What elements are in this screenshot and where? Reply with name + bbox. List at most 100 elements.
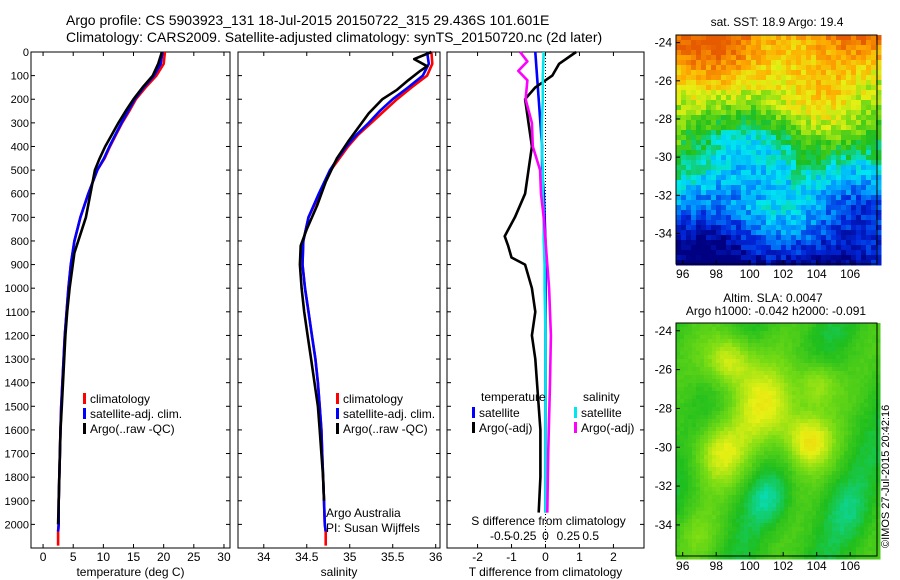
map-cell <box>691 105 697 111</box>
map-cell <box>866 260 872 266</box>
map-cell <box>786 105 792 111</box>
map-cell <box>684 515 689 520</box>
map-cell <box>772 451 777 456</box>
map-cell <box>736 230 742 236</box>
map-cell <box>676 519 681 524</box>
map-cell <box>811 200 817 206</box>
map-cell <box>768 367 773 372</box>
map-cell <box>816 115 822 121</box>
map-cell <box>696 495 701 500</box>
map-cell <box>828 431 833 436</box>
map-cell <box>844 387 849 392</box>
map-cell <box>784 527 789 532</box>
map-cell <box>761 245 767 251</box>
map-cell <box>824 387 829 392</box>
map-cell <box>728 335 733 340</box>
map-cell <box>876 431 881 436</box>
map-cell <box>781 45 787 51</box>
map-cell <box>856 427 861 432</box>
map-cell <box>811 135 817 141</box>
map-cell <box>776 495 781 500</box>
map-cell <box>748 459 753 464</box>
map-cell <box>771 50 777 56</box>
map-cell <box>721 140 727 146</box>
map-cell <box>691 235 697 241</box>
map-cell <box>724 339 729 344</box>
map-cell <box>792 411 797 416</box>
map-cell <box>776 335 781 340</box>
map-cell <box>848 483 853 488</box>
map-cell <box>744 451 749 456</box>
map-cell <box>832 523 837 528</box>
map-cell <box>711 115 717 121</box>
map-cell <box>686 45 692 51</box>
map-cell <box>761 140 767 146</box>
map-cell <box>721 210 727 216</box>
map-cell <box>692 423 697 428</box>
map-cell <box>711 205 717 211</box>
map-cell <box>876 387 881 392</box>
map-cell <box>751 110 757 116</box>
map-cell <box>748 327 753 332</box>
x-tick-label: 34.5 <box>295 550 319 564</box>
map-cell <box>680 363 685 368</box>
map-cell <box>831 150 837 156</box>
map-cell <box>706 240 712 246</box>
map-cell <box>864 383 869 388</box>
map-cell <box>680 443 685 448</box>
map-cell <box>836 523 841 528</box>
map-cell <box>684 503 689 508</box>
map-cell <box>872 431 877 436</box>
map-cell <box>728 379 733 384</box>
map-cell <box>736 463 741 468</box>
map-cell <box>686 65 692 71</box>
map-cell <box>728 503 733 508</box>
map-cell <box>752 519 757 524</box>
map-cell <box>676 327 681 332</box>
map-cell <box>872 407 877 412</box>
map-cell <box>868 467 873 472</box>
map-cell <box>876 165 882 171</box>
map-cell <box>821 230 827 236</box>
map-cell <box>861 115 867 121</box>
map-cell <box>700 395 705 400</box>
map-cell <box>828 375 833 380</box>
map-cell <box>844 447 849 452</box>
map-cell <box>724 455 729 460</box>
map-cell <box>792 427 797 432</box>
map-cell <box>676 125 682 131</box>
map-cell <box>831 210 837 216</box>
map-cell <box>711 225 717 231</box>
map-cell <box>681 220 687 226</box>
map-cell <box>724 527 729 532</box>
map-cell <box>692 483 697 488</box>
map-cell <box>792 491 797 496</box>
map-cell <box>761 80 767 86</box>
map-cell <box>804 419 809 424</box>
map-cell <box>828 351 833 356</box>
map-cell <box>748 439 753 444</box>
map-cell <box>751 215 757 221</box>
map-cell <box>864 327 869 332</box>
map-cell <box>726 200 732 206</box>
map-cell <box>812 459 817 464</box>
map-cell <box>748 507 753 512</box>
map-cell <box>784 515 789 520</box>
map-cell <box>761 60 767 66</box>
map-cell <box>776 170 782 176</box>
map-cell <box>781 190 787 196</box>
map-cell <box>872 403 877 408</box>
map-cell <box>776 85 782 91</box>
map-cell <box>752 415 757 420</box>
map-cell <box>686 185 692 191</box>
map-cell <box>746 120 752 126</box>
map-cell <box>820 419 825 424</box>
map-cell <box>851 175 857 181</box>
map-cell <box>776 419 781 424</box>
map-cell <box>826 225 832 231</box>
map-cell <box>848 387 853 392</box>
map-cell <box>780 323 785 328</box>
map-cell <box>746 55 752 61</box>
map-cell <box>712 543 717 548</box>
map-cell <box>724 487 729 492</box>
